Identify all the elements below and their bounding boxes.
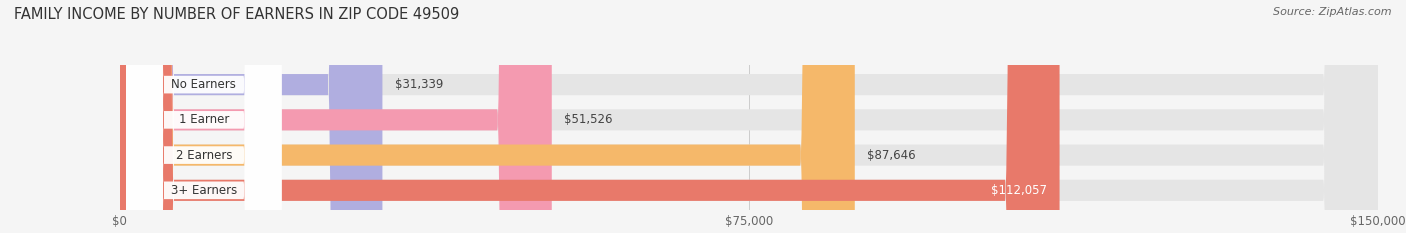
FancyBboxPatch shape <box>127 0 281 233</box>
FancyBboxPatch shape <box>127 0 281 233</box>
FancyBboxPatch shape <box>127 0 281 233</box>
Text: 1 Earner: 1 Earner <box>179 113 229 126</box>
Text: 3+ Earners: 3+ Earners <box>170 184 238 197</box>
FancyBboxPatch shape <box>120 0 1378 233</box>
Text: $51,526: $51,526 <box>564 113 613 126</box>
FancyBboxPatch shape <box>120 0 382 233</box>
Text: $87,646: $87,646 <box>868 149 915 162</box>
FancyBboxPatch shape <box>120 0 551 233</box>
Text: 2 Earners: 2 Earners <box>176 149 232 162</box>
FancyBboxPatch shape <box>120 0 1378 233</box>
FancyBboxPatch shape <box>120 0 1378 233</box>
Text: FAMILY INCOME BY NUMBER OF EARNERS IN ZIP CODE 49509: FAMILY INCOME BY NUMBER OF EARNERS IN ZI… <box>14 7 460 22</box>
FancyBboxPatch shape <box>120 0 1060 233</box>
FancyBboxPatch shape <box>127 0 281 233</box>
Text: No Earners: No Earners <box>172 78 236 91</box>
Text: $112,057: $112,057 <box>991 184 1047 197</box>
Text: Source: ZipAtlas.com: Source: ZipAtlas.com <box>1274 7 1392 17</box>
Text: $31,339: $31,339 <box>395 78 443 91</box>
FancyBboxPatch shape <box>120 0 1378 233</box>
FancyBboxPatch shape <box>120 0 855 233</box>
